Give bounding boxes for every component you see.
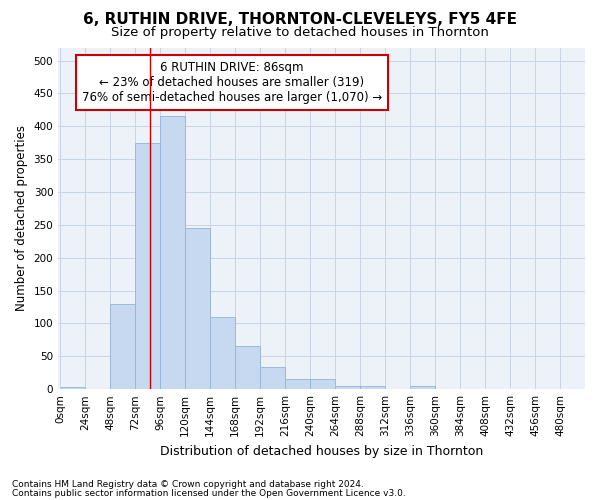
Bar — [260, 368, 285, 389]
Y-axis label: Number of detached properties: Number of detached properties — [15, 126, 28, 312]
X-axis label: Distribution of detached houses by size in Thornton: Distribution of detached houses by size … — [160, 444, 483, 458]
Bar — [410, 386, 435, 389]
Text: Contains HM Land Registry data © Crown copyright and database right 2024.: Contains HM Land Registry data © Crown c… — [12, 480, 364, 489]
Bar — [211, 317, 235, 389]
Text: Contains public sector information licensed under the Open Government Licence v3: Contains public sector information licen… — [12, 488, 406, 498]
Bar — [235, 346, 260, 389]
Text: 6 RUTHIN DRIVE: 86sqm
← 23% of detached houses are smaller (319)
76% of semi-det: 6 RUTHIN DRIVE: 86sqm ← 23% of detached … — [82, 61, 382, 104]
Bar — [310, 380, 335, 389]
Bar — [61, 387, 85, 389]
Bar — [361, 386, 385, 389]
Bar — [110, 304, 135, 389]
Bar — [335, 386, 360, 389]
Text: Size of property relative to detached houses in Thornton: Size of property relative to detached ho… — [111, 26, 489, 39]
Bar — [286, 380, 310, 389]
Bar — [136, 143, 160, 389]
Bar — [560, 388, 585, 389]
Bar — [185, 228, 210, 389]
Text: 6, RUTHIN DRIVE, THORNTON-CLEVELEYS, FY5 4FE: 6, RUTHIN DRIVE, THORNTON-CLEVELEYS, FY5… — [83, 12, 517, 28]
Bar — [160, 116, 185, 389]
